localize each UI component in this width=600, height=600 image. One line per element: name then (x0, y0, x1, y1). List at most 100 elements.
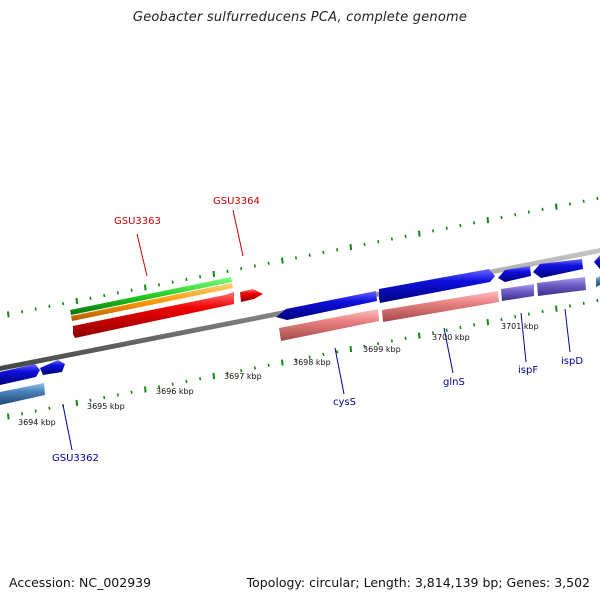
tick-mark-minor (336, 350, 339, 354)
leader-line-ispd (564, 308, 571, 353)
tick-mark-major (212, 372, 216, 380)
tick-mark-minor (294, 358, 298, 362)
tick-mark-major (281, 257, 284, 264)
leader-line-glns (443, 327, 454, 374)
page-title: Geobacter sulfurreducens PCA, complete g… (132, 10, 468, 25)
leader-line-gsu3362 (62, 404, 73, 451)
tick-mark-minor (500, 317, 503, 322)
tick-mark-minor (527, 210, 530, 214)
tick-mark-major (349, 345, 353, 353)
tick-mark-minor (89, 296, 92, 300)
tick-mark-minor (185, 277, 188, 282)
gene-label-ispd: ispD (561, 356, 583, 367)
gene-arrow-glns (379, 269, 495, 303)
tick-mark-minor (568, 202, 572, 206)
tick-mark-minor (48, 406, 51, 411)
tick-mark-minor (157, 385, 161, 389)
tick-row-inner (7, 298, 599, 420)
tick-mark-minor (541, 309, 544, 314)
tick-mark-minor (34, 307, 37, 311)
ruler-label: 3696 kbp (156, 387, 194, 396)
feature-bar-steel-left (0, 383, 45, 405)
gene-arrow-ispf (498, 266, 531, 282)
tick-mark-minor (322, 352, 325, 357)
feature-bar-orange (71, 283, 233, 321)
tick-mark-minor (103, 293, 106, 298)
gene-arrow-gsu3362 (0, 364, 40, 385)
tick-mark-major (349, 243, 353, 251)
accession-label: Accession: NC_002939 (9, 575, 152, 590)
tick-mark-minor (253, 264, 256, 268)
tick-mark-major (486, 319, 490, 326)
tick-mark-minor (363, 242, 366, 247)
tick-mark-minor (20, 412, 24, 416)
tick-mark-minor (240, 368, 243, 373)
tick-mark-minor (116, 393, 119, 397)
tick-mark-minor (103, 395, 106, 400)
ruler-label: 3698 kbp (293, 358, 331, 367)
leader-line-gsu3364 (232, 209, 244, 257)
gene-arrow-ispd (533, 259, 583, 278)
tick-mark-minor (322, 250, 325, 255)
tick-row-outer (7, 196, 599, 318)
tick-mark-major (144, 386, 147, 393)
tick-mark-minor (185, 379, 188, 384)
tick-mark-minor (336, 248, 339, 252)
tick-mark-minor (199, 377, 202, 381)
tick-mark-minor (226, 371, 229, 375)
tick-mark-minor (568, 304, 572, 308)
ruler-label: 3695 kbp (87, 402, 125, 411)
tick-mark-minor (390, 339, 393, 343)
tick-mark-minor (199, 275, 202, 279)
tick-mark-minor (34, 409, 37, 413)
gene-arrow-edge-right (594, 255, 600, 269)
tick-mark-minor (596, 196, 599, 201)
tick-mark-minor (404, 234, 407, 238)
leader-line-ispf (520, 312, 527, 363)
tick-mark-major (418, 230, 421, 237)
gene-label-ispf: ispF (518, 365, 538, 376)
tick-mark-minor (171, 382, 174, 386)
leader-line-cyss (334, 347, 345, 395)
tick-mark-major (555, 305, 558, 312)
tick-mark-major (212, 270, 216, 278)
tick-mark-major (555, 203, 558, 210)
tick-mark-major (418, 332, 421, 339)
tick-mark-minor (596, 298, 599, 303)
tick-mark-minor (253, 366, 256, 370)
tick-mark-minor (527, 312, 530, 316)
tick-mark-minor (294, 256, 298, 260)
topology-label: Topology: circular; Length: 3,814,139 bp… (246, 575, 590, 590)
tick-mark-minor (541, 207, 544, 212)
tick-mark-minor (226, 269, 229, 273)
tick-mark-minor (267, 363, 270, 367)
tick-mark-major (75, 399, 79, 407)
feature-bar-purple-ispf (501, 284, 534, 301)
tick-mark-major (75, 297, 79, 305)
ruler-label: 3700 kbp (432, 333, 470, 342)
tick-mark-minor (459, 325, 462, 330)
gene-label-glns: glnS (443, 377, 465, 388)
tick-mark-minor (459, 223, 462, 228)
tick-mark-minor (514, 315, 517, 319)
tick-mark-minor (431, 331, 435, 335)
tick-mark-minor (377, 342, 380, 346)
tick-mark-major (7, 413, 10, 420)
tick-mark-major (144, 284, 147, 291)
ruler-label: 3699 kbp (363, 345, 401, 354)
gene-arrow-left-small (40, 360, 65, 375)
tick-mark-minor (308, 253, 311, 257)
tick-mark-minor (582, 301, 585, 305)
tick-mark-minor (582, 199, 585, 203)
gene-label-gsu3364: GSU3364 (213, 196, 260, 207)
feature-bar-purple-ispd (537, 277, 586, 296)
gene-arrow-edge-right-small (596, 276, 600, 287)
tick-mark-minor (89, 398, 92, 402)
tick-mark-minor (171, 280, 174, 284)
tick-mark-minor (240, 266, 243, 271)
tick-mark-major (486, 217, 490, 224)
tick-mark-minor (445, 226, 448, 230)
gene-arrow-gsu3363 (73, 292, 234, 338)
tick-mark-minor (62, 301, 65, 306)
